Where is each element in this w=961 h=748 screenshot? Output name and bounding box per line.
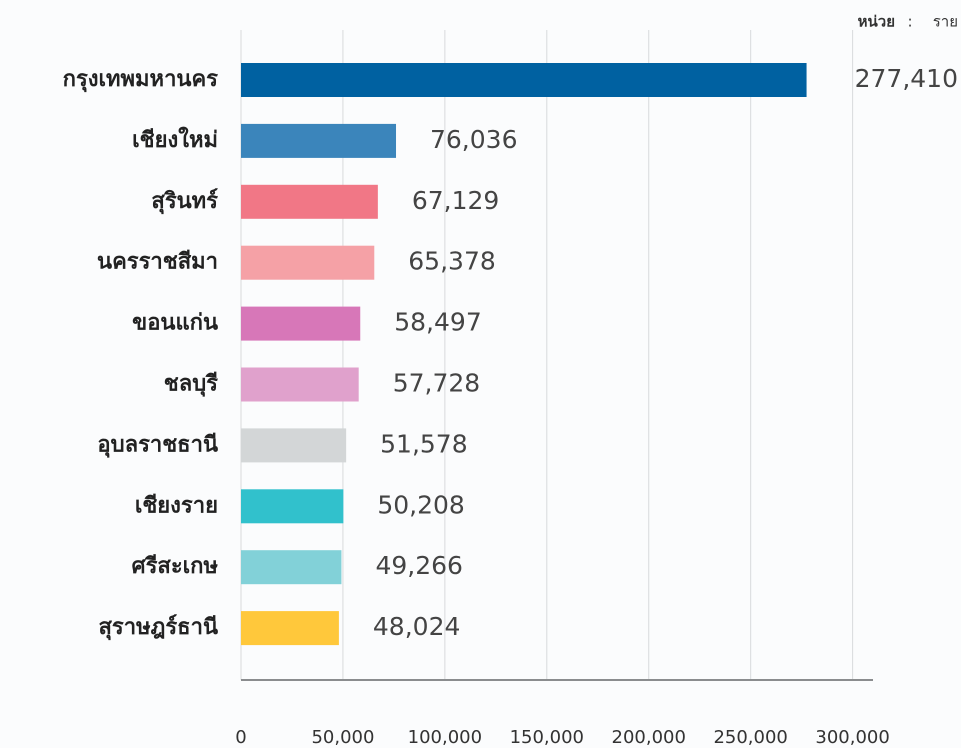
x-tick-label: 150,000 — [510, 727, 584, 748]
category-label: เชียงราย — [135, 493, 218, 518]
value-label: 58,497 — [394, 308, 481, 337]
value-label: 48,024 — [373, 612, 460, 641]
category-label: นครราชสีมา — [97, 250, 218, 275]
category-label: อุบลราชธานี — [97, 432, 218, 458]
value-label: 67,129 — [412, 186, 499, 215]
category-label: กรุงเทพมหานคร — [63, 67, 219, 93]
x-tick-label: 300,000 — [815, 727, 889, 748]
value-label: 50,208 — [377, 490, 464, 519]
x-tick-label: 0 — [235, 727, 246, 748]
category-label: ชลบุรี — [164, 372, 218, 398]
bar — [241, 611, 339, 646]
category-label: ศรีสะเกษ — [132, 554, 219, 579]
x-tick-label: 200,000 — [612, 727, 686, 748]
category-label: สุราษฎร์ธานี — [98, 614, 218, 641]
unit-sep: : — [907, 13, 912, 31]
value-label: 65,378 — [408, 247, 495, 276]
category-label: เชียงใหม่ — [132, 126, 218, 153]
x-tick-label: 50,000 — [311, 727, 374, 748]
bar — [241, 428, 347, 463]
value-label: 51,578 — [380, 429, 467, 458]
value-label: 76,036 — [430, 125, 517, 154]
unit-label: หน่วย — [858, 13, 895, 31]
value-label: 49,266 — [375, 551, 462, 580]
x-tick-label: 250,000 — [713, 727, 787, 748]
x-tick-label: 100,000 — [408, 727, 482, 748]
bar — [241, 489, 344, 524]
unit: ราย — [933, 13, 958, 31]
value-label: 277,410 — [855, 64, 958, 93]
bar — [241, 63, 807, 97]
bar — [241, 184, 378, 219]
category-label: สุรินทร์ — [151, 188, 218, 215]
bar — [241, 367, 359, 402]
bar — [241, 550, 342, 585]
value-label: 57,728 — [393, 369, 480, 398]
bar — [241, 123, 397, 158]
bar — [241, 306, 361, 341]
category-label: ขอนแก่น — [132, 311, 218, 336]
bar — [241, 245, 375, 280]
